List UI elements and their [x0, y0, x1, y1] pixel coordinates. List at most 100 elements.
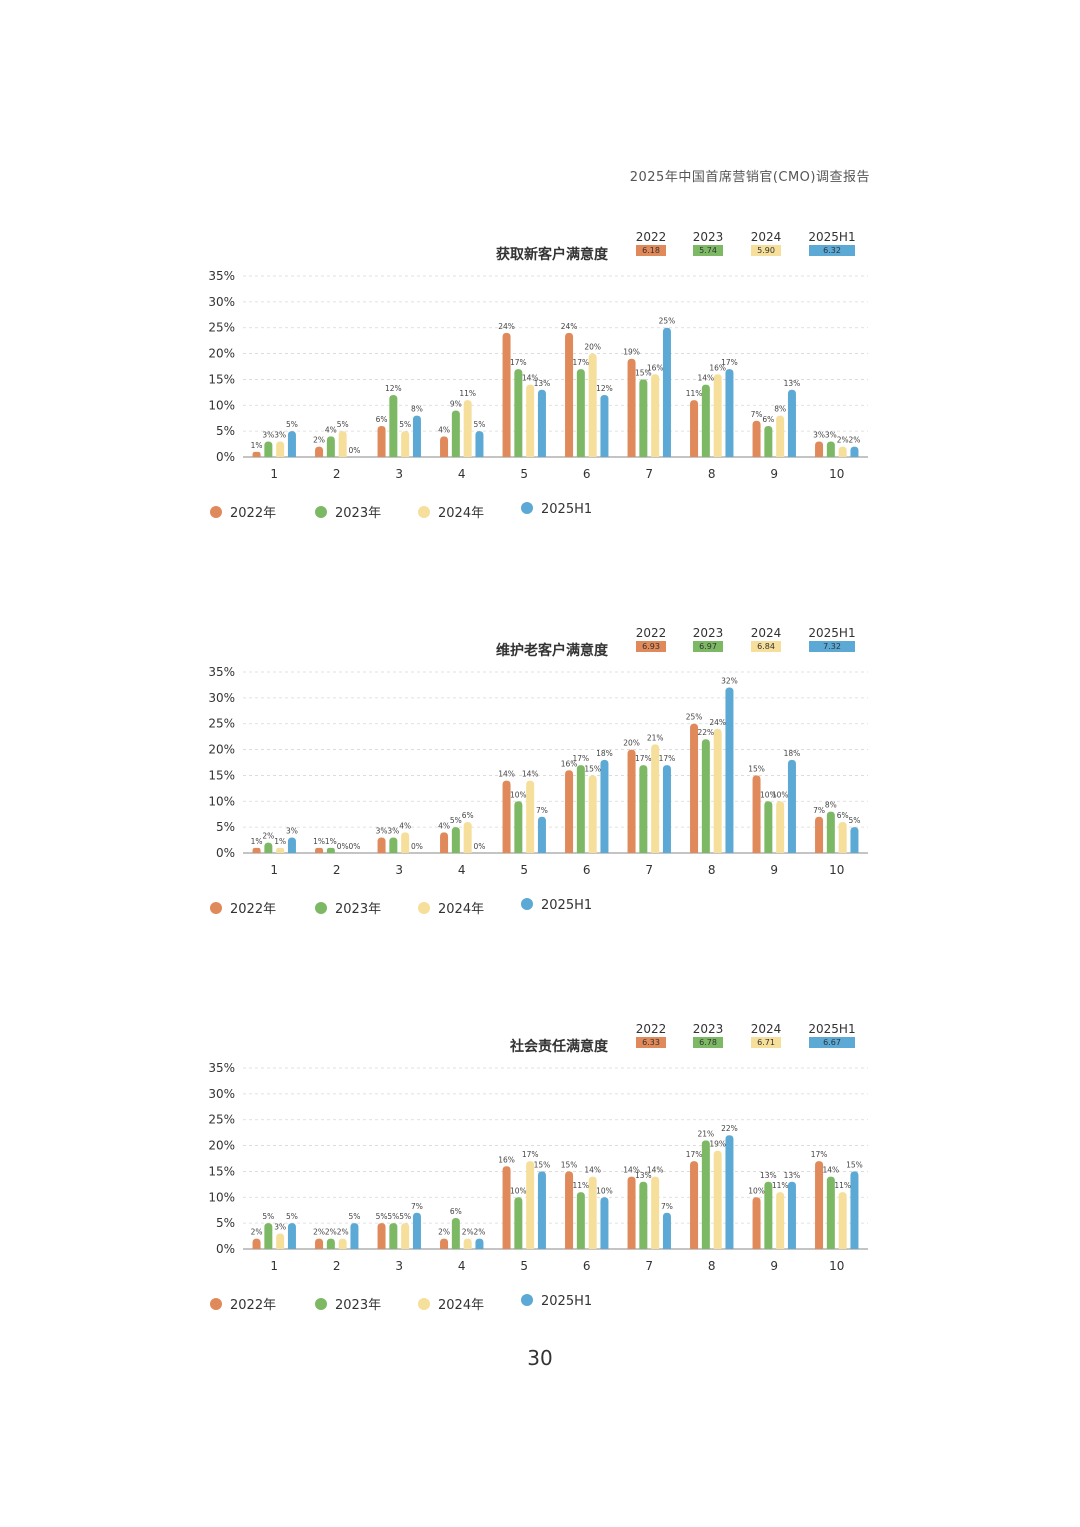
x-tick-label: 9 [770, 863, 778, 877]
data-label: 7% [411, 1202, 423, 1211]
x-tick-label: 2 [333, 863, 341, 877]
bar-2023-cat7 [639, 1181, 648, 1249]
y-tick-label: 30% [208, 1087, 235, 1101]
data-label: 4% [438, 821, 450, 830]
bar-2024-cat1 [276, 1233, 285, 1249]
y-tick-label: 20% [208, 1139, 235, 1153]
bar-2025h1-cat7 [662, 327, 671, 457]
data-label: 10% [748, 1186, 765, 1195]
x-tick-label: 4 [458, 1259, 466, 1273]
data-label: 17% [686, 1150, 703, 1159]
data-label: 5% [348, 1212, 360, 1221]
data-label: 6% [837, 811, 849, 820]
bar-2022-cat2 [315, 1238, 324, 1249]
score-2023: 2023 5.74 [684, 230, 732, 256]
data-label: 17% [659, 754, 676, 763]
score-year: 2023 [692, 1022, 724, 1036]
bar-2024-cat9 [776, 801, 785, 853]
bar-2023-cat9 [764, 801, 773, 853]
score-badge: 6.93 [636, 641, 666, 652]
data-label: 10% [760, 790, 777, 799]
y-tick-label: 30% [208, 295, 235, 309]
y-tick-label: 10% [208, 1190, 235, 1204]
score-year: 2022 [635, 230, 667, 244]
chart-plot: 0%5%10%15%20%25%30%35%12%5%3%5%22% 2% 2%5%… [208, 1061, 868, 1273]
y-tick-label: 20% [208, 347, 235, 361]
data-label: 15% [748, 764, 765, 773]
legend-dot [315, 902, 327, 914]
data-label: 19% [709, 1140, 726, 1149]
legend-label: 2023年 [335, 506, 382, 521]
bar-2022-cat10 [815, 441, 824, 457]
data-label: 20% [623, 739, 640, 748]
data-label: 18% [596, 749, 613, 758]
score-2023: 2023 6.97 [684, 626, 732, 652]
bar-2025h1-cat9 [787, 1181, 796, 1249]
bar-2022-cat4 [440, 1238, 449, 1249]
data-label: 7% [536, 806, 548, 815]
score-year: 2023 [692, 626, 724, 640]
bar-2024-cat1 [276, 847, 285, 853]
bar-2023-cat7 [639, 765, 648, 853]
y-tick-label: 15% [208, 768, 235, 782]
data-label: 7% [751, 410, 763, 419]
bar-2025h1-cat1 [287, 1223, 296, 1249]
bar-2024-cat10 [838, 446, 847, 457]
data-label: 17% [635, 754, 652, 763]
bar-2024-cat8 [713, 728, 722, 853]
bar-2023-cat10 [826, 441, 835, 457]
x-tick-label: 3 [395, 467, 403, 481]
data-label: 32% [721, 677, 738, 686]
data-label: 6% [462, 811, 474, 820]
data-label: 2% [325, 1228, 337, 1237]
data-label: 2% [313, 436, 325, 445]
data-label: 18% [784, 749, 801, 758]
bar-2024-cat3 [401, 1223, 410, 1249]
score-2025h1: 2025H1 7.32 [808, 626, 856, 652]
data-label: 24% [561, 322, 578, 331]
score-badge: 6.18 [636, 245, 666, 256]
y-tick-label: 10% [208, 398, 235, 412]
data-label: 13% [635, 1171, 652, 1180]
bar-2022-cat6 [565, 770, 574, 853]
data-label: 0% [348, 842, 360, 851]
bar-2025h1-cat7 [662, 765, 671, 853]
score-2022: 2022 6.33 [627, 1022, 675, 1048]
data-label: 3% [274, 1222, 286, 1231]
data-label: 14% [498, 770, 515, 779]
score-2022: 2022 6.18 [627, 230, 675, 256]
score-badge: 7.32 [809, 641, 855, 652]
score-badge: 6.84 [751, 641, 781, 652]
data-label: 17% [721, 358, 738, 367]
score-year: 2024 [750, 230, 782, 244]
y-tick-label: 25% [208, 1113, 235, 1127]
data-label: 13% [534, 379, 551, 388]
data-label: 11% [686, 389, 703, 398]
data-label: 11% [834, 1181, 851, 1190]
x-tick-label: 5 [520, 467, 528, 481]
data-label: 22% [698, 728, 715, 737]
legend-item-2024: 2024年 [418, 502, 484, 521]
bar-2024-cat8 [713, 374, 722, 457]
score-badge: 6.78 [693, 1037, 723, 1048]
x-tick-label: 8 [708, 467, 716, 481]
bar-2024-cat7 [651, 1176, 660, 1249]
legend-item-2022: 2022年 [210, 898, 276, 917]
data-label: 17% [510, 358, 527, 367]
score-badge: 6.97 [693, 641, 723, 652]
bar-2023-cat1 [264, 441, 273, 457]
legend-label: 2025H1 [541, 898, 593, 913]
bar-2025h1-cat6 [600, 394, 609, 457]
y-tick-label: 5% [216, 820, 235, 834]
bar-2023-cat8 [701, 1140, 710, 1249]
bar-2024-cat4 [463, 400, 472, 457]
bar-2025h1-cat4 [475, 431, 484, 457]
data-label: 10% [510, 1186, 527, 1195]
data-label: 8% [411, 405, 423, 414]
data-label: 8% [825, 801, 837, 810]
bar-2022-cat4 [440, 436, 449, 457]
bar-2025h1-cat10 [850, 1171, 859, 1249]
data-label: 6% [450, 1207, 462, 1216]
data-label: 4% [438, 425, 450, 434]
x-tick-label: 10 [829, 1259, 844, 1273]
